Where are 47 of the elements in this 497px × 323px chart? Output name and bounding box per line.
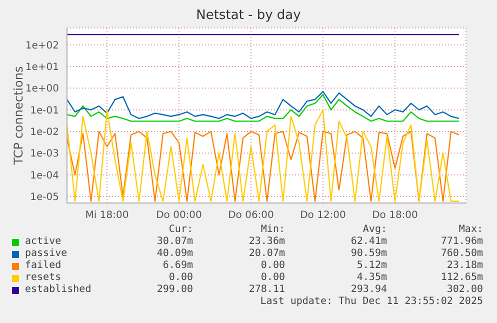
text: 23.36m [248,236,285,248]
text: Min: [260,224,285,236]
text: 90.59m [350,248,387,260]
text: 760.50m [440,248,483,260]
text: 23.18m [446,260,483,272]
text: 4.35m [356,272,387,284]
text: 112.65m [440,272,483,284]
legend-label: passive [25,248,68,260]
text: 299.00 [156,284,193,296]
text: 62.41m [350,236,387,248]
legend-label: failed [25,260,62,272]
text: 771.96m [440,236,483,248]
text: 0.00 [260,260,285,272]
y-tick-label: 1e-04 [30,170,59,182]
text: 20.07m [248,248,285,260]
text: 6.69m [162,260,193,272]
text: 40.09m [156,248,193,260]
legend-label: resets [25,272,62,284]
text: Max: [458,224,483,236]
text: 293.94 [350,284,387,296]
x-tick-label: Do 18:00 [372,210,418,222]
legend-label: active [25,236,62,248]
text: 5.12m [356,260,387,272]
y-axis-title: TCP connections [11,66,26,166]
y-tick-label: 1e+02 [25,40,59,52]
line-series [67,109,460,202]
text: 302.00 [446,284,483,296]
y-tick-label: 1e+01 [25,62,59,74]
chart-title: Netstat - by day [195,8,302,23]
y-tick-label: 1e+00 [25,84,59,95]
y-tick-label: 1e-05 [30,192,59,204]
text: 30.07m [156,236,193,248]
text: Last update: Thu Dec 11 23:55:02 2025 [259,296,483,308]
y-tick-label: 1e-02 [30,127,59,138]
y-tick-label: 1e-01 [30,105,59,116]
text: Avg: [362,224,387,236]
line-series [67,130,460,202]
legend-label: established [25,284,92,296]
x-tick-label: Do 12:00 [300,210,346,222]
text: 0.00 [260,272,285,284]
x-tick-label: Mi 18:00 [85,210,129,222]
x-tick-label: Do 06:00 [228,210,274,222]
y-tick-label: 1e-03 [30,148,59,160]
text: 278.11 [248,284,285,296]
x-tick-label: Do 00:00 [156,210,202,222]
text: 0.00 [168,272,193,284]
text: Cur: [168,224,193,236]
